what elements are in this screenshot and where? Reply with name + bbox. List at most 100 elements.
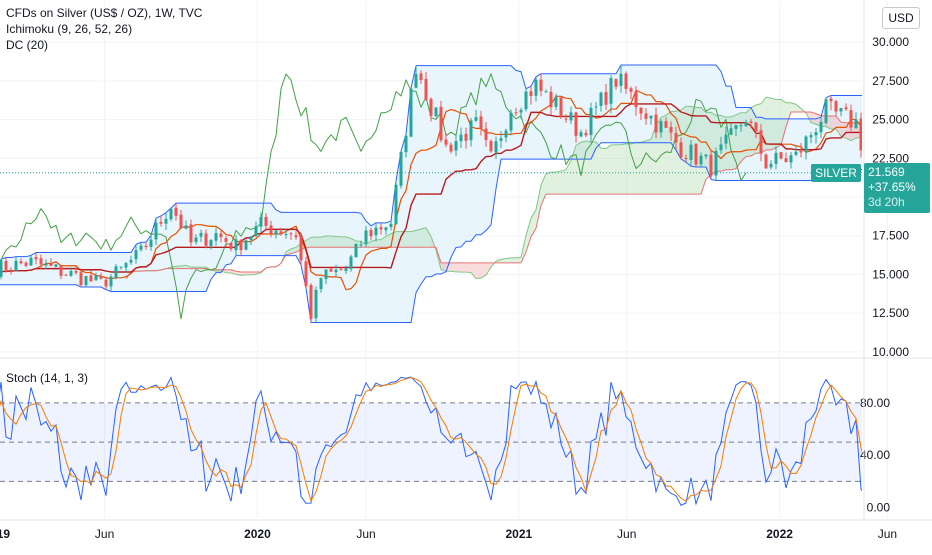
ichimoku-cloud-segment [511,258,516,263]
ichimoku-cloud-segment [926,123,931,148]
candle-body [860,118,863,150]
time-tick-label: 2019 [0,527,10,541]
candle-body [165,219,168,224]
candle-body [610,78,613,104]
currency-button[interactable]: USD [882,7,920,29]
candle-body [560,97,563,117]
ichimoku-cloud-segment [771,98,776,150]
price-change: +37.65% [868,180,926,195]
candle-body [470,120,473,140]
candle-body [95,275,98,280]
candle-body [115,266,118,277]
candle-body [80,272,83,285]
candle-body [515,112,518,113]
candle-body [385,227,388,230]
stoch-pane [0,377,876,505]
candle-body [180,215,183,228]
candle-body [460,135,463,142]
donchian-label[interactable]: DC (20) [6,37,202,53]
candle-body [555,97,558,107]
time-tick-label: Jun [95,527,114,541]
candle-body [450,145,453,152]
candle-body [770,164,773,167]
candle-body [635,91,638,107]
ichimoku-cloud-segment [741,113,746,162]
candle-body [130,260,133,262]
candle-body [740,125,743,126]
candle-body [535,80,538,96]
candle-body [600,93,603,106]
candle-body [500,138,503,141]
candle-body [715,151,718,175]
candle-body [850,110,853,127]
candle-body [645,113,648,118]
ichimoku-cloud-segment [606,145,611,194]
candle-body [720,144,723,150]
price-tick-label: 17.500 [872,229,909,243]
candle-body [790,155,793,162]
candle-body [395,185,398,224]
candle-body [265,217,268,226]
ichimoku-cloud-segment [421,228,426,248]
ichimoku-cloud-segment [526,218,531,252]
candle-body [625,74,628,89]
ichimoku-cloud-segment [641,141,646,194]
candle-body [230,243,233,249]
stoch-tick-label: 40.00 [860,448,890,462]
candle-body [315,290,318,318]
candle-body [400,152,403,186]
candle-body [775,153,778,164]
candle-body [620,74,623,86]
candle-body [505,131,508,138]
candle-body [455,141,458,150]
stoch-label[interactable]: Stoch (14, 1, 3) [6,370,88,386]
ichimoku-cloud-segment [621,144,626,194]
candle-body [650,116,653,119]
candle-body [245,240,248,249]
ichimoku-cloud-segment [456,263,461,272]
candle-body [50,263,53,266]
candle-body [580,132,583,136]
candle-body [205,234,208,246]
symbol-title[interactable]: CFDs on Silver (US$ / OZ), 1W, TVC [6,5,202,21]
candle-body [40,258,43,264]
candle-body [345,268,348,271]
candle-body [125,263,128,267]
candle-body [800,151,803,153]
ichimoku-cloud-segment [461,263,466,272]
candle-body [75,271,78,273]
candle-body [240,240,243,250]
candle-body [660,121,663,132]
ichimoku-cloud-segment [341,237,346,247]
candle-body [15,261,18,271]
candle-body [310,285,313,319]
price-tick-label: 25.000 [872,113,909,127]
time-tick-label: Jun [356,527,375,541]
ichimoku-cloud-segment [466,263,471,273]
ichimoku-cloud-segment [646,139,651,194]
candle-body [690,145,693,160]
candle-body [835,101,838,111]
ichimoku-cloud-segment [766,97,771,150]
candle-body [440,107,443,140]
candle-body [595,106,598,107]
candle-body [145,246,148,247]
ichimoku-cloud-segment [596,142,601,194]
last-price: 21.569 [868,165,926,180]
candle-body [280,231,283,234]
candle-body [35,257,38,259]
candle-body [175,208,178,216]
candle-body [25,263,28,266]
candle-body [110,277,113,287]
candle-body [290,233,293,234]
candle-body [220,233,223,237]
candle-body [575,112,578,135]
time-tick-label: 2022 [766,527,793,541]
candle-body [840,108,843,111]
ichimoku-label[interactable]: Ichimoku (9, 26, 52, 26) [6,21,202,37]
candle-body [675,133,678,142]
candle-body [730,128,733,135]
candle-body [380,227,383,229]
